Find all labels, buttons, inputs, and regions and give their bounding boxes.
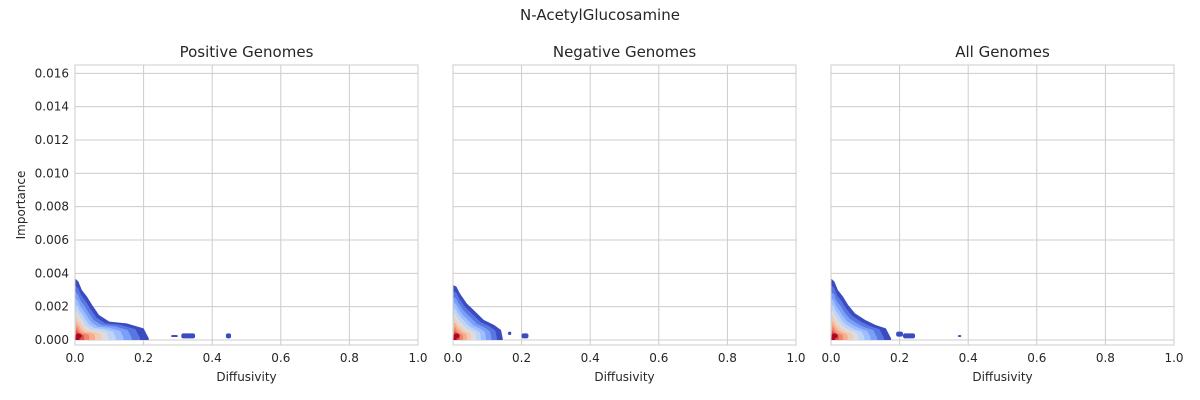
x-tick-label: 0.6	[271, 351, 290, 365]
chart-panel-1: 0.0 0.2 0.4 0.6 0.8 1.0 0.000 0.002 0.004 0.006 0.…	[14, 43, 428, 384]
x-tick-label: 0.4	[581, 351, 600, 365]
density-island	[957, 335, 962, 337]
density-peak	[831, 333, 838, 339]
gridlines	[74, 65, 419, 345]
density-island	[903, 333, 916, 339]
chart-panels: 0.0 0.2 0.4 0.6 0.8 1.0 0.000 0.002 0.004 0.006 0.…	[14, 43, 1184, 384]
density-peak	[75, 333, 82, 339]
y-tick-label: 0.014	[35, 100, 69, 114]
x-tick-label: 1.0	[408, 351, 427, 365]
chart-panel-3: 0.0 0.2 0.4 0.6 0.8 1.0 All Genomes Diffusivity	[821, 43, 1183, 384]
y-tick-label: 0.006	[35, 233, 69, 247]
density-contours	[453, 285, 529, 340]
y-tick-label: 0.004	[35, 266, 69, 280]
x-tick-label: 0.8	[718, 351, 737, 365]
density-peak	[453, 333, 460, 339]
density-island	[896, 331, 904, 337]
y-tick-label: 0.010	[35, 166, 69, 180]
x-tick-label: 0.6	[1027, 351, 1046, 365]
x-tick-label: 0.8	[340, 351, 359, 365]
panel-title: Negative Genomes	[553, 43, 696, 61]
x-tick-label: 0.0	[443, 351, 462, 365]
plot-area	[831, 65, 1174, 345]
density-island	[507, 331, 512, 335]
x-tick-label: 0.4	[203, 351, 222, 365]
figure-title: N-AcetylGlucosamine	[520, 6, 680, 24]
plot-frame	[74, 64, 419, 346]
density-island	[181, 333, 196, 339]
y-tick-label: 0.008	[35, 200, 69, 214]
y-tick-label: 0.016	[35, 66, 69, 80]
x-tick-label: 0.2	[512, 351, 531, 365]
y-axis-label: Importance	[14, 171, 28, 240]
panel-title: Positive Genomes	[180, 43, 314, 61]
x-tick-label: 0.4	[959, 351, 978, 365]
chart-panel-2: 0.0 0.2 0.4 0.6 0.8 1.0 Negative Genomes Diffus…	[443, 43, 805, 384]
plot-frame	[830, 64, 1175, 346]
panel-title: All Genomes	[955, 43, 1050, 61]
x-tick-label: 1.0	[786, 351, 805, 365]
plot-area	[453, 65, 796, 345]
x-tick-label: 1.0	[1164, 351, 1183, 365]
x-tick-label: 0.0	[65, 351, 84, 365]
x-tick-label: 0.2	[890, 351, 909, 365]
density-contours	[75, 278, 232, 340]
density-contours	[831, 278, 962, 340]
y-tick-label: 0.002	[35, 300, 69, 314]
y-tick-label: 0.000	[35, 333, 69, 347]
x-axis-label: Diffusivity	[972, 370, 1032, 384]
x-tick-label: 0.2	[134, 351, 153, 365]
plot-frame	[452, 64, 797, 346]
plot-area	[75, 65, 418, 345]
x-tick-label: 0.8	[1096, 351, 1115, 365]
x-tick-label: 0.6	[649, 351, 668, 365]
x-axis-label: Diffusivity	[594, 370, 654, 384]
density-island	[521, 333, 529, 339]
x-axis-label: Diffusivity	[216, 370, 276, 384]
density-island	[225, 333, 232, 339]
x-tick-label: 0.0	[821, 351, 840, 365]
y-tick-label: 0.012	[35, 133, 69, 147]
density-island	[171, 335, 178, 337]
